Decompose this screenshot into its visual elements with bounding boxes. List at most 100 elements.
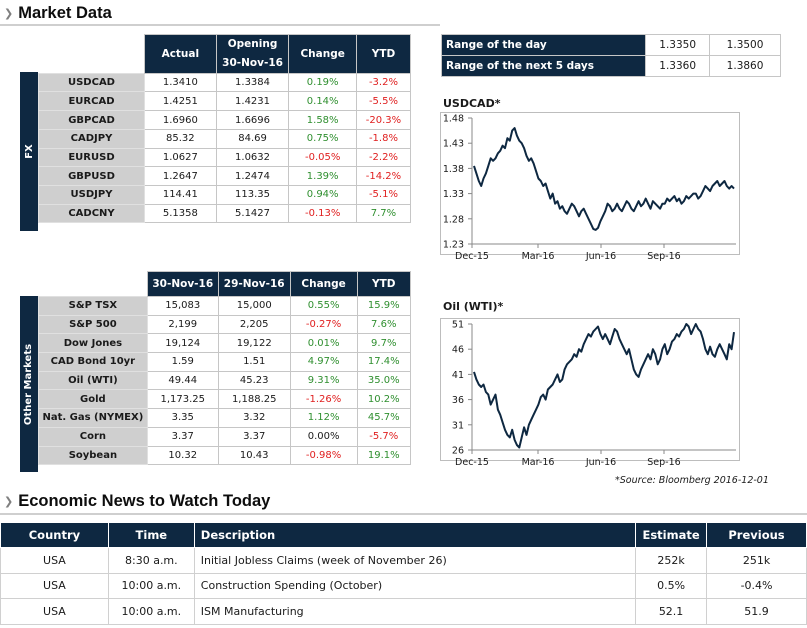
market-label: S&P 500 bbox=[38, 314, 148, 335]
fx-row: GBPUSD 1.2647 1.2474 1.39% -14.2% bbox=[38, 166, 412, 186]
series-line bbox=[473, 323, 735, 449]
fx-ytd: -14.2% bbox=[355, 166, 412, 186]
market-value-current: 2,199 bbox=[146, 314, 219, 335]
y-tick-label: 36 bbox=[452, 395, 464, 406]
news-description: ISM Manufacturing bbox=[193, 598, 637, 625]
fx-ytd: 7.7% bbox=[355, 203, 412, 224]
y-tick-label: 31 bbox=[452, 420, 464, 431]
fx-row: GBPCAD 1.6960 1.6696 1.58% -20.3% bbox=[38, 110, 412, 130]
y-tick-label: 1.38 bbox=[443, 164, 464, 175]
market-ytd: 10.2% bbox=[356, 389, 412, 410]
fx-row: USDJPY 114.41 113.35 0.94% -5.1% bbox=[38, 184, 412, 205]
chart-frame bbox=[440, 318, 740, 461]
fx-pair-label: USDCAD bbox=[38, 72, 145, 93]
market-change: 1.12% bbox=[289, 408, 358, 428]
fx-side-label: FX bbox=[20, 72, 38, 231]
market-ytd: 19.1% bbox=[356, 445, 412, 466]
other-header-ytd: YTD bbox=[356, 271, 412, 297]
fx-actual: 85.32 bbox=[143, 128, 217, 149]
market-label: CAD Bond 10yr bbox=[38, 352, 148, 372]
market-ytd: 15.9% bbox=[356, 296, 412, 316]
fx-change: 1.39% bbox=[288, 166, 357, 186]
fx-ytd: -2.2% bbox=[355, 147, 412, 168]
market-change: 0.01% bbox=[289, 333, 358, 354]
market-label: Nat. Gas (NYMEX) bbox=[38, 408, 148, 428]
market-value-previous: 1.51 bbox=[217, 352, 291, 372]
fx-pair-label: EURCAD bbox=[38, 91, 145, 112]
other-header-date2: 29-Nov-16 bbox=[217, 271, 291, 297]
x-tick-label: Mar-16 bbox=[522, 251, 555, 262]
fx-actual: 1.6960 bbox=[143, 110, 217, 130]
fx-header-actual: Actual bbox=[143, 34, 217, 74]
market-ytd: 9.7% bbox=[356, 333, 412, 354]
news-header-time: Time bbox=[107, 522, 195, 548]
fx-actual: 1.2647 bbox=[143, 166, 217, 186]
fx-actual: 1.4251 bbox=[143, 91, 217, 112]
x-tick-label: Sep-16 bbox=[647, 457, 680, 468]
y-tick-label: 51 bbox=[452, 320, 464, 331]
fx-ytd: -3.2% bbox=[355, 72, 412, 93]
fx-row: EURCAD 1.4251 1.4231 0.14% -5.5% bbox=[38, 91, 412, 112]
market-change: 0.55% bbox=[289, 296, 358, 316]
fx-change: -0.13% bbox=[288, 203, 357, 224]
market-ytd: 17.4% bbox=[356, 352, 412, 372]
news-estimate: 0.5% bbox=[635, 572, 708, 599]
news-table: Country Time Description Estimate Previo… bbox=[0, 522, 807, 625]
fx-opening: 1.0632 bbox=[215, 147, 290, 168]
market-change: 4.97% bbox=[289, 352, 358, 372]
fx-header-change: Change bbox=[288, 34, 357, 74]
news-time: 10:00 a.m. bbox=[107, 598, 195, 625]
fx-change: 0.19% bbox=[288, 72, 357, 93]
other-markets-row: Soybean 10.32 10.43 -0.98% 19.1% bbox=[38, 445, 412, 466]
fx-change: -0.05% bbox=[288, 147, 357, 168]
market-value-previous: 3.37 bbox=[217, 426, 291, 447]
market-label: Gold bbox=[38, 389, 148, 410]
fx-actual: 114.41 bbox=[143, 184, 217, 205]
news-rule bbox=[0, 513, 807, 515]
range-high: 1.3500 bbox=[709, 34, 781, 56]
range-label: Range of the day bbox=[440, 34, 647, 56]
market-data-header: ❯ Market Data bbox=[0, 3, 112, 23]
other-markets-row: Corn 3.37 3.37 0.00% -5.7% bbox=[38, 426, 412, 447]
other-header-change: Change bbox=[289, 271, 358, 297]
y-tick-label: 41 bbox=[452, 370, 464, 381]
market-change: 9.31% bbox=[289, 370, 358, 391]
news-header: ❯ Economic News to Watch Today bbox=[0, 491, 270, 511]
market-change: -1.26% bbox=[289, 389, 358, 410]
market-value-previous: 3.32 bbox=[217, 408, 291, 428]
market-value-current: 1,173.25 bbox=[146, 389, 219, 410]
usdcad-chart-title: USDCAD* bbox=[443, 97, 501, 110]
news-row: USA 8:30 a.m. Initial Jobless Claims (week… bbox=[0, 547, 807, 574]
market-value-previous: 19,122 bbox=[217, 333, 291, 354]
fx-pair-label: CADCNY bbox=[38, 203, 145, 224]
fx-opening: 1.4231 bbox=[215, 91, 290, 112]
market-value-previous: 2,205 bbox=[217, 314, 291, 335]
fx-actual: 5.1358 bbox=[143, 203, 217, 224]
x-tick-label: Dec-15 bbox=[455, 251, 489, 262]
news-row: USA 10:00 a.m. ISM Manufacturing 52.1 51.9 bbox=[0, 598, 807, 625]
fx-ytd: -20.3% bbox=[355, 110, 412, 130]
oil-chart-title: Oil (WTI)* bbox=[443, 300, 504, 313]
market-value-current: 19,124 bbox=[146, 333, 219, 354]
market-change: 0.00% bbox=[289, 426, 358, 447]
fx-opening: 84.69 bbox=[215, 128, 290, 149]
other-header-date1: 30-Nov-16 bbox=[146, 271, 219, 297]
market-value-current: 3.35 bbox=[146, 408, 219, 428]
market-change: -0.27% bbox=[289, 314, 358, 335]
fx-row: CADJPY 85.32 84.69 0.75% -1.8% bbox=[38, 128, 412, 149]
news-country: USA bbox=[0, 598, 109, 625]
market-ytd: 7.6% bbox=[356, 314, 412, 335]
fx-row: USDCAD 1.3410 1.3384 0.19% -3.2% bbox=[38, 72, 412, 93]
fx-actual: 1.3410 bbox=[143, 72, 217, 93]
chart-frame bbox=[440, 112, 740, 255]
fx-opening: 113.35 bbox=[215, 184, 290, 205]
fx-change: 0.14% bbox=[288, 91, 357, 112]
range-label: Range of the next 5 days bbox=[440, 55, 647, 77]
other-markets-row: Nat. Gas (NYMEX) 3.35 3.32 1.12% 45.7% bbox=[38, 408, 412, 428]
news-country: USA bbox=[0, 572, 109, 599]
news-time: 8:30 a.m. bbox=[107, 547, 195, 574]
market-label: Dow Jones bbox=[38, 333, 148, 354]
news-header-estimate: Estimate bbox=[635, 522, 708, 548]
fx-pair-label: GBPUSD bbox=[38, 166, 145, 186]
